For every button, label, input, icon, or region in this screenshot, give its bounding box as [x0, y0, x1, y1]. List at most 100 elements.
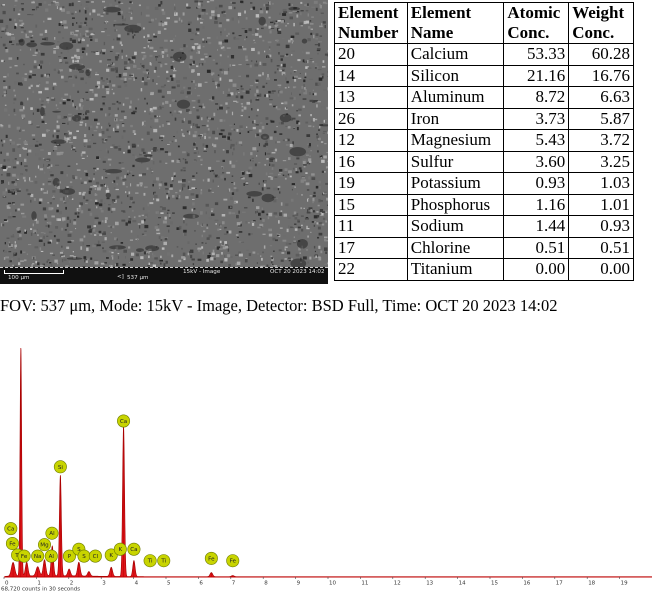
- scale-label: 100 μm: [8, 275, 30, 281]
- element-label-marker: [143, 554, 157, 568]
- element-label-text: Ca: [130, 547, 137, 553]
- x-tick-label: 19: [621, 581, 628, 587]
- atomic-conc-cell: 0.00: [503, 258, 570, 281]
- spectrum-area: [3, 347, 652, 578]
- x-tick-label: 17: [556, 581, 563, 587]
- x-tick-label: 11: [361, 581, 368, 587]
- x-tick-label: 8: [264, 581, 268, 587]
- element-label-marker: [45, 526, 59, 540]
- element-label-marker: [113, 542, 127, 556]
- element-name-cell: Aluminum: [406, 86, 505, 109]
- element-label-marker: [17, 549, 31, 563]
- micrograph-info-bar: 100 μm <] 537 μm 15kV - Image OCT 20 202…: [0, 267, 328, 284]
- element-peak-label: Mg: [37, 538, 51, 552]
- element-label-marker: [4, 522, 18, 536]
- atomic-conc-cell: 1.16: [503, 193, 570, 216]
- weight-conc-cell: 0.51: [568, 236, 634, 259]
- sem-texture: [0, 0, 328, 268]
- x-tick-label: 18: [588, 581, 595, 587]
- element-label-marker: [53, 460, 67, 474]
- element-number-cell: 15: [334, 193, 408, 216]
- column-header-line: Weight: [572, 3, 625, 22]
- element-label-marker: [127, 542, 141, 556]
- weight-conc-cell: 60.28: [568, 43, 634, 66]
- element-name-cell: Chlorine: [406, 236, 505, 259]
- element-number-cell: 17: [334, 236, 408, 259]
- element-peak-label: Cl: [88, 549, 102, 563]
- element-peak-label: Ti: [143, 554, 157, 568]
- element-label-marker: [44, 549, 58, 563]
- element-name-cell: Titanium: [406, 258, 505, 281]
- atomic-conc-cell: 3.73: [503, 107, 570, 130]
- atomic-conc-cell: 3.60: [503, 150, 570, 173]
- element-peak-label: K: [113, 542, 127, 556]
- element-peak-label: Ti: [157, 554, 171, 568]
- x-tick-label: 5: [167, 581, 171, 587]
- element-peak-label: S: [77, 549, 91, 563]
- element-peak-label: Al: [45, 526, 59, 540]
- element-label-text: Fe: [21, 554, 28, 560]
- atomic-conc-cell: 8.72: [503, 86, 570, 109]
- x-tick-label: 14: [459, 581, 466, 587]
- column-header: Atomic Conc.: [503, 2, 570, 44]
- scale-bar: [4, 270, 64, 274]
- table-row: 22 Titanium 0.00 0.00: [334, 258, 634, 281]
- element-label-marker: [5, 537, 19, 551]
- element-label-text: Cl: [93, 554, 99, 560]
- time-label: OCT 20 2023 14:02: [270, 269, 325, 275]
- element-peak-label: Ca: [4, 522, 18, 536]
- column-header-line: Element: [410, 3, 472, 22]
- table-row: 12 Magnesium 5.43 3.72: [334, 129, 634, 152]
- element-label-marker: [62, 549, 76, 563]
- element-peak-label: Fe: [17, 549, 31, 563]
- table-row: 19 Potassium 0.93 1.03: [334, 172, 634, 195]
- element-label-text: Fe: [208, 556, 215, 562]
- atomic-conc-cell: 1.44: [503, 215, 570, 238]
- x-tick-label: 0: [5, 581, 9, 587]
- element-name-cell: Phosphorus: [406, 193, 505, 216]
- column-header-line: Atomic: [507, 3, 561, 22]
- element-label-text: S: [82, 554, 86, 560]
- column-header: Element Name: [406, 2, 505, 44]
- column-header-line: Element: [338, 3, 399, 22]
- x-tick-label: 13: [426, 581, 433, 587]
- x-tick-label: 3: [102, 581, 106, 587]
- column-header: Weight Conc.: [568, 2, 634, 44]
- element-peak-label: P: [62, 549, 76, 563]
- weight-conc-cell: 5.87: [568, 107, 634, 130]
- element-label-marker: [31, 549, 45, 563]
- atomic-conc-cell: 5.43: [503, 129, 570, 152]
- element-label-marker: [226, 554, 240, 568]
- element-label-text: Fe: [230, 559, 237, 565]
- weight-conc-cell: 1.01: [568, 193, 634, 216]
- element-peak-label: Ca: [117, 414, 131, 428]
- weight-conc-cell: 0.00: [568, 258, 634, 281]
- sem-grains: [0, 0, 328, 268]
- column-header-line: Conc.: [507, 23, 550, 42]
- element-name-cell: Sodium: [406, 215, 505, 238]
- atomic-conc-cell: 0.51: [503, 236, 570, 259]
- element-label-text: Ca: [120, 419, 127, 425]
- column-header-line: Name: [410, 23, 454, 42]
- column-header-line: Number: [338, 23, 399, 42]
- element-label-text: Ti: [160, 559, 166, 565]
- element-name-cell: Iron: [406, 107, 505, 130]
- element-number-cell: 14: [334, 64, 408, 87]
- element-peak-label: Fe: [226, 554, 240, 568]
- x-tick-label: 6: [199, 581, 203, 587]
- element-peak-label: Fe: [5, 537, 19, 551]
- table-header-row: Element Number Element Name Atomic Conc. Weigh…: [334, 2, 634, 44]
- weight-conc-cell: 6.63: [568, 86, 634, 109]
- element-name-cell: Magnesium: [406, 129, 505, 152]
- element-peak-label: Si: [53, 460, 67, 474]
- table-row: 11 Sodium 1.44 0.93: [334, 215, 634, 238]
- element-label-text: Na: [34, 554, 42, 560]
- table-row: 20 Calcium 53.33 60.28: [334, 43, 634, 66]
- element-table: Element Number Element Name Atomic Conc. Weigh…: [334, 2, 634, 281]
- element-number-cell: 16: [334, 150, 408, 173]
- element-number-cell: 26: [334, 107, 408, 130]
- column-header: Element Number: [334, 2, 408, 44]
- element-name-cell: Calcium: [406, 43, 505, 66]
- x-tick-label: 2: [70, 581, 74, 587]
